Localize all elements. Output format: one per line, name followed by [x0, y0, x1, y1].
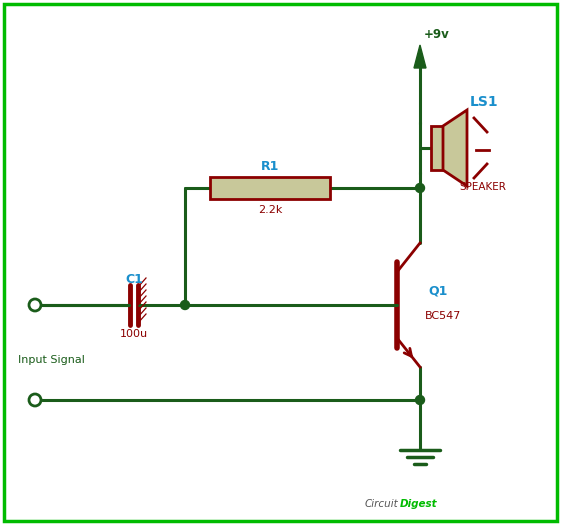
- Bar: [210, 177, 330, 199]
- Circle shape: [416, 184, 425, 193]
- Text: +9v: +9v: [424, 28, 450, 41]
- Polygon shape: [443, 110, 467, 186]
- Text: LS1: LS1: [470, 95, 499, 109]
- Text: SPEAKER: SPEAKER: [459, 182, 506, 192]
- Text: BC547: BC547: [425, 311, 461, 321]
- Text: R1: R1: [261, 160, 279, 173]
- Text: C1: C1: [125, 273, 143, 286]
- Text: 2.2k: 2.2k: [258, 205, 282, 215]
- Circle shape: [181, 300, 190, 310]
- Polygon shape: [414, 45, 426, 68]
- Circle shape: [416, 395, 425, 404]
- Text: Q1: Q1: [428, 285, 447, 298]
- Text: Input Signal: Input Signal: [18, 355, 85, 365]
- Text: 100u: 100u: [120, 329, 148, 339]
- Text: Digest: Digest: [400, 499, 438, 509]
- Text: Circuit: Circuit: [364, 499, 398, 509]
- Bar: [431, 126, 443, 170]
